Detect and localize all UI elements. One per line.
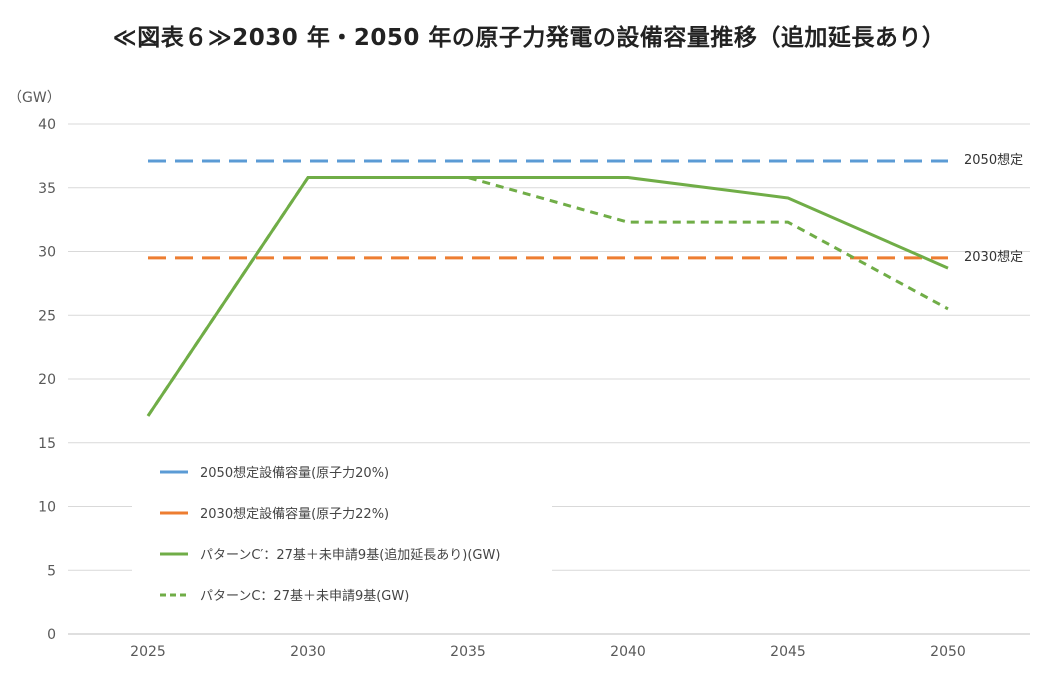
y-tick-labels: 0 5 10 15 20 25 30 35 40	[38, 117, 56, 643]
y-tick-label: 0	[47, 627, 56, 643]
x-tick-label: 2040	[610, 644, 646, 660]
y-tick-label: 20	[38, 372, 56, 388]
legend-box	[132, 450, 552, 618]
x-tick-label: 2030	[290, 644, 326, 660]
x-tick-label: 2045	[770, 644, 806, 660]
y-tick-label: 25	[38, 308, 56, 324]
series-line-2	[146, 176, 949, 417]
x-tick-label: 2050	[930, 644, 966, 660]
series-lines	[146, 159, 949, 417]
y-tick-label: 40	[38, 117, 56, 133]
legend-entry-3: パターンC：27基＋未申請9基(GW)	[200, 589, 409, 604]
annotations: 2050想定 2030想定	[964, 152, 1023, 265]
y-tick-label: 30	[38, 245, 56, 261]
y-tick-label: 10	[38, 500, 56, 516]
legend-entry-1: 2030想定設備容量(原子力22%)	[200, 506, 389, 522]
chart-title: ≪図表６≫2030 年・2050 年の原子力発電の設備容量推移（追加延長あり）	[112, 25, 946, 51]
series-line-3	[146, 176, 949, 417]
legend-entry-2: パターンC′：27基＋未申請9基(追加延長あり)(GW)	[200, 547, 500, 563]
annotation-1: 2030想定	[964, 249, 1023, 265]
x-tick-label: 2035	[450, 644, 486, 660]
annotation-0: 2050想定	[964, 152, 1023, 168]
x-tick-labels: 2025 2030 2035 2040 2045 2050	[130, 644, 966, 660]
legend-entry-0: 2050想定設備容量(原子力20%)	[200, 465, 389, 481]
y-axis-unit: （GW）	[8, 90, 61, 106]
y-tick-label: 35	[38, 181, 56, 197]
y-tick-label: 5	[47, 563, 56, 579]
y-tick-label: 15	[38, 436, 56, 452]
x-tick-label: 2025	[130, 644, 166, 660]
legend: 2050想定設備容量(原子力20%) 2030想定設備容量(原子力22%) パターン…	[132, 450, 552, 618]
